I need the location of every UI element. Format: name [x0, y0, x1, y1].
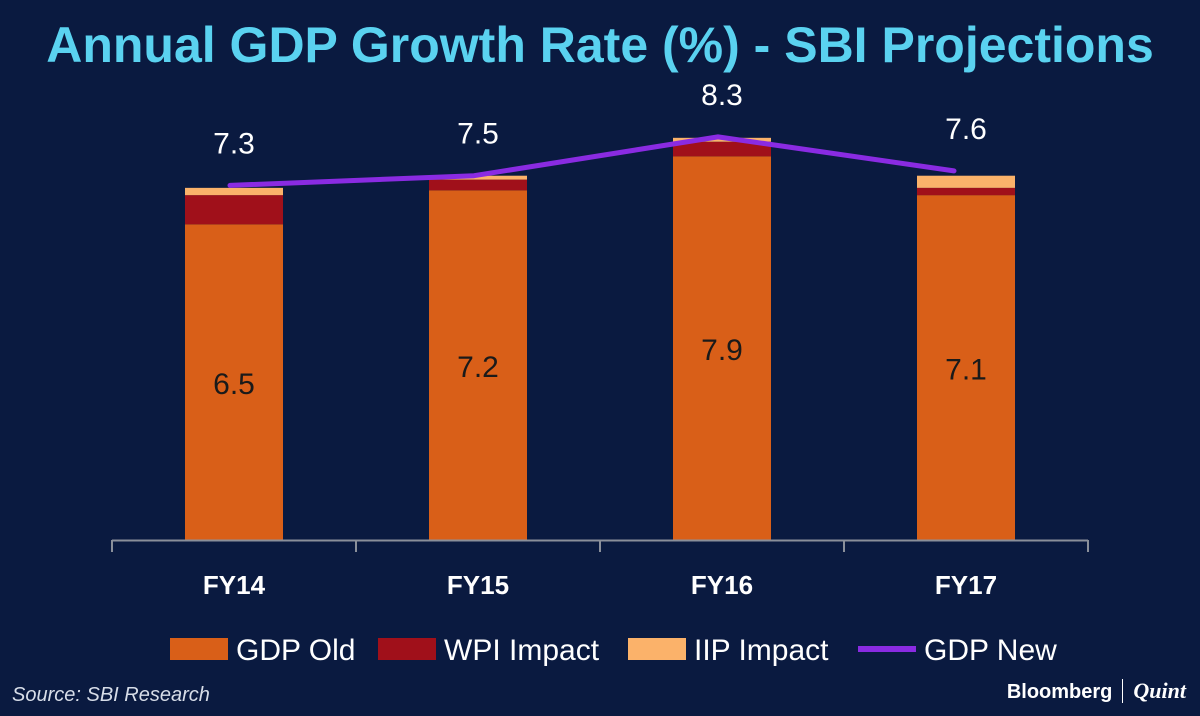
legend-wpi-impact-label: WPI Impact [444, 634, 600, 667]
bar-label-fy16: 7.9 [701, 334, 743, 367]
bar-iip-impact-fy17 [917, 175, 1015, 188]
bar-gdp-old-fy16 [673, 156, 771, 541]
x-tick-label-fy14: FY14 [203, 570, 266, 600]
legend-wpi-impact-swatch [378, 638, 436, 660]
bar-iip-impact-fy15 [429, 175, 527, 180]
line-label-fy14: 7.3 [213, 127, 255, 160]
legend-gdp-new-label: GDP New [924, 634, 1057, 667]
bar-label-fy15: 7.2 [457, 351, 499, 384]
chart: 6.5 7.2 7.9 7.1 FY14 FY15 FY16 FY17 7.3 7.5 8.3 7.6… [111, 79, 1089, 667]
x-tick-label-fy15: FY15 [447, 570, 509, 600]
bar-gdp-old-fy14 [185, 224, 283, 541]
line-label-fy17: 7.6 [945, 113, 987, 146]
brand-bloomberg: Bloomberg [1006, 681, 1113, 703]
line-label-fy16: 8.3 [701, 79, 743, 112]
bar-label-fy14: 6.5 [213, 368, 255, 401]
legend-iip-impact-swatch [628, 638, 686, 660]
line-label-fy15: 7.5 [457, 118, 499, 151]
x-tick-label-fy16: FY16 [691, 570, 753, 600]
x-tick-label-fy17: FY17 [935, 570, 997, 600]
bar-wpi-impact-fy15 [429, 179, 527, 191]
legend-gdp-old-swatch [170, 638, 228, 660]
bar-gdp-old-fy15 [429, 190, 527, 541]
legend-iip-impact-label: IIP Impact [694, 634, 829, 667]
brand-quint: Quint [1133, 678, 1186, 703]
bar-wpi-impact-fy14 [185, 195, 283, 225]
line-gdp-new [227, 134, 957, 188]
bar-wpi-impact-fy16 [673, 141, 771, 157]
legend-gdp-old-label: GDP Old [236, 634, 356, 667]
bar-iip-impact-fy14 [185, 187, 283, 196]
bar-gdp-old-fy17 [917, 195, 1015, 540]
bar-label-fy17: 7.1 [945, 354, 987, 387]
chart-title: Annual GDP Growth Rate (%) - SBI Project… [46, 17, 1154, 73]
brand-logo: Bloomberg Quint [1007, 678, 1186, 704]
source-note: Source: SBI Research [12, 684, 210, 706]
brand-separator [1122, 679, 1124, 703]
bar-wpi-impact-fy17 [917, 187, 1015, 196]
